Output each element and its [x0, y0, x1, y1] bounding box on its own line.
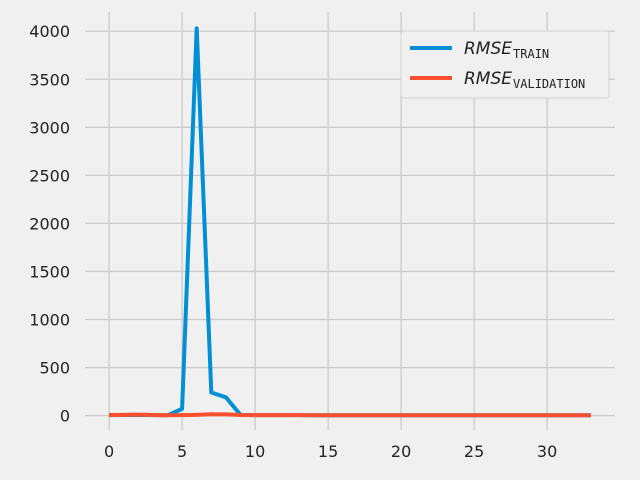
- series-line-validation: [109, 412, 591, 418]
- x-tick-label: 5: [177, 442, 187, 461]
- legend-entry: RMSETRAIN: [464, 39, 549, 61]
- y-tick-label: 3000: [29, 118, 70, 137]
- y-tick-label: 500: [39, 359, 70, 378]
- legend-box: [400, 30, 610, 99]
- legend-label-base: RMSE: [464, 69, 512, 89]
- x-tick-label: 0: [104, 442, 114, 461]
- legend-label-base: RMSE: [464, 39, 512, 59]
- x-tick-label: 25: [464, 442, 484, 461]
- x-tick-label: 20: [391, 442, 411, 461]
- y-tick-label: 2000: [29, 214, 70, 233]
- x-tick-label: 15: [318, 442, 338, 461]
- legend-entry: RMSEVALIDATION: [464, 69, 585, 91]
- y-axis-ticks: 0 500 1000 1500 2000 2500 3000 3500 4000: [29, 22, 70, 425]
- legend-label-subscript: TRAIN: [513, 47, 549, 61]
- y-tick-label: 3500: [29, 70, 70, 89]
- y-tick-label: 1500: [29, 262, 70, 281]
- x-axis-ticks: 0 5 10 15 20 25 30: [104, 442, 557, 461]
- y-tick-label: 4000: [29, 22, 70, 41]
- series-lines: [109, 26, 591, 418]
- x-tick-label: 30: [537, 442, 557, 461]
- legend-label-subscript: VALIDATION: [513, 77, 585, 91]
- y-tick-label: 0: [60, 407, 70, 426]
- y-tick-label: 1000: [29, 310, 70, 329]
- y-tick-label: 2500: [29, 166, 70, 185]
- x-tick-label: 10: [245, 442, 265, 461]
